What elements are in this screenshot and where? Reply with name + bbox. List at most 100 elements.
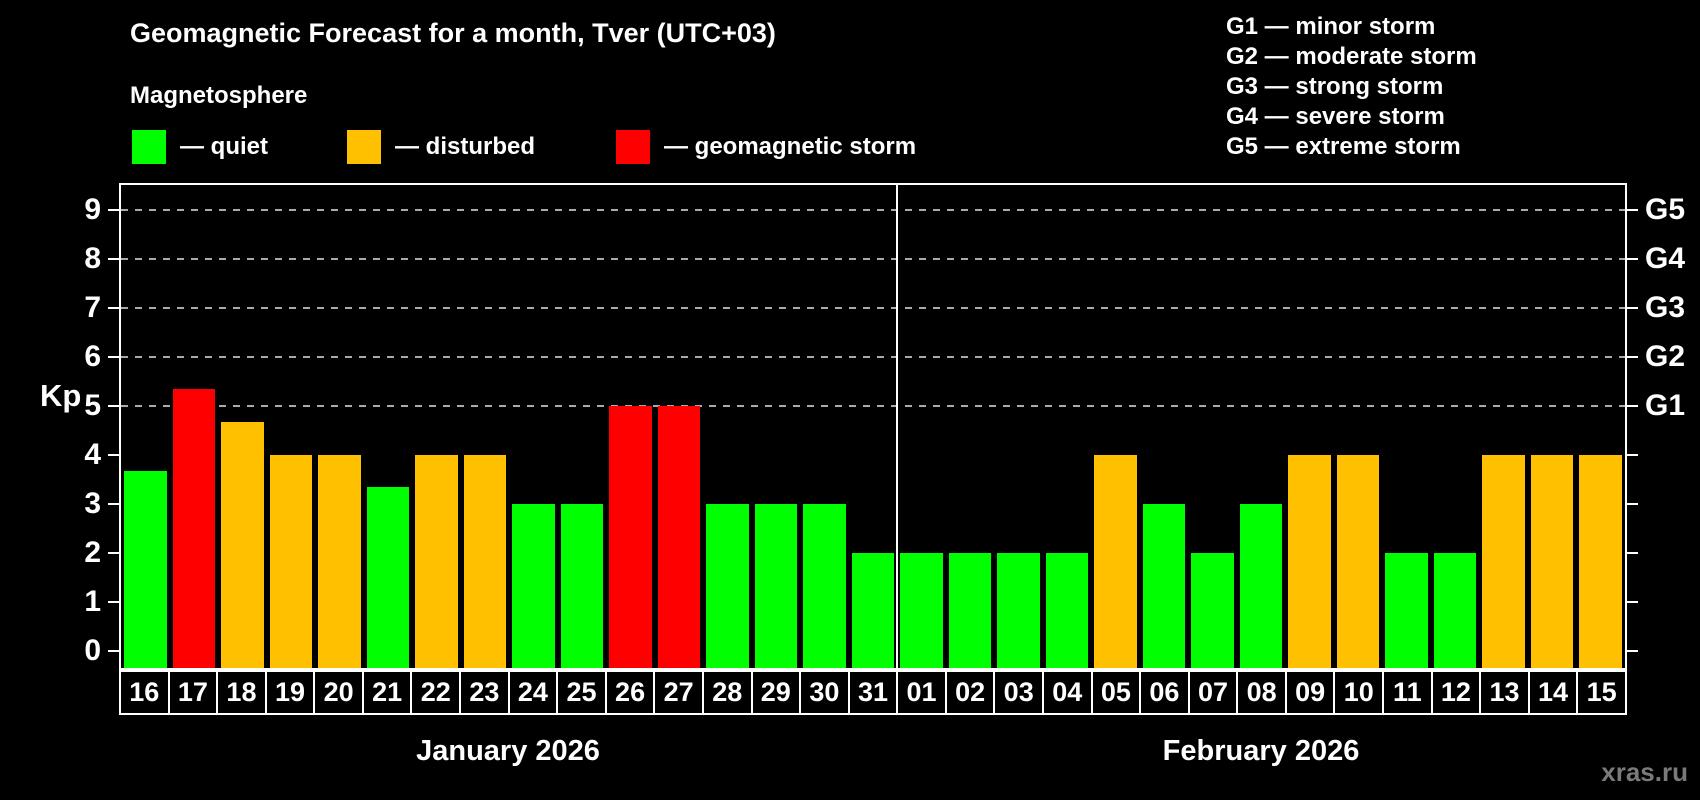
y-tick-label-8: 8	[84, 241, 101, 275]
kp-bar-day-07	[1191, 552, 1234, 668]
kp-bar-day-28	[706, 503, 749, 668]
y-axis-tick	[108, 453, 119, 456]
legend-storm-label: — geomagnetic storm	[664, 133, 917, 160]
kp-bar-day-08	[1239, 503, 1283, 668]
day-cell-10: 10	[1333, 670, 1385, 715]
storm-color-swatch	[616, 130, 650, 164]
kp-bar-day-05	[1094, 454, 1137, 668]
g-scale-legend: G1 — minor storm G2 — moderate storm G3 …	[1226, 12, 1477, 162]
day-cell-21: 21	[361, 670, 413, 715]
y-axis-tick	[108, 502, 119, 505]
quiet-color-swatch	[132, 130, 166, 164]
g-tick-label-G4: G4	[1645, 241, 1686, 275]
day-cell-07: 07	[1187, 670, 1239, 715]
right-axis-tick	[1627, 649, 1638, 652]
day-cell-03: 03	[993, 670, 1044, 715]
day-cell-06: 06	[1139, 670, 1190, 715]
kp-bar-day-14	[1530, 454, 1574, 668]
kp-bar-day-30	[803, 503, 846, 668]
right-axis-tick	[1627, 404, 1638, 407]
kp-bar-day-11	[1385, 552, 1428, 668]
kp-bar-day-19	[269, 454, 313, 668]
y-tick-label-5: 5	[84, 388, 101, 422]
month-label-february: February 2026	[1162, 735, 1360, 767]
kp-bar-day-26	[609, 405, 652, 668]
gridline-kp-8	[121, 257, 1625, 260]
y-axis-tick	[108, 649, 119, 652]
day-cell-17: 17	[167, 670, 219, 715]
kp-bar-day-04	[1045, 552, 1089, 668]
kp-bar-day-22	[415, 454, 458, 668]
kp-bar-day-01	[900, 552, 943, 668]
y-axis-title: Kp	[40, 378, 82, 413]
y-axis-tick	[108, 404, 119, 407]
right-axis-tick	[1627, 208, 1638, 211]
gridline-kp-9	[121, 208, 1625, 211]
y-axis-tick	[108, 306, 119, 309]
y-axis-tick	[108, 600, 119, 603]
day-cell-23: 23	[459, 670, 510, 715]
y-tick-label-4: 4	[84, 437, 101, 471]
day-cell-26: 26	[604, 670, 656, 715]
day-cell-02: 02	[944, 670, 996, 715]
kp-bar-day-13	[1482, 454, 1525, 668]
right-axis-tick	[1627, 306, 1638, 309]
page-title: Geomagnetic Forecast for a month, Tver (…	[130, 18, 776, 48]
day-cell-19: 19	[264, 670, 316, 715]
right-axis-tick	[1627, 600, 1638, 603]
day-cell-16: 16	[119, 670, 170, 715]
y-tick-label-7: 7	[84, 290, 101, 324]
y-tick-label-9: 9	[84, 192, 101, 226]
kp-bar-day-21	[366, 487, 410, 668]
right-axis-tick	[1627, 257, 1638, 260]
kp-bar-day-18	[221, 421, 264, 668]
kp-bar-day-20	[318, 454, 361, 668]
day-cell-01: 01	[896, 670, 947, 715]
gridline-kp-5	[121, 404, 1625, 407]
y-tick-label-0: 0	[84, 633, 101, 667]
kp-bar-day-27	[657, 405, 701, 668]
kp-bar-day-09	[1288, 454, 1331, 668]
right-axis-tick	[1627, 551, 1638, 554]
g-tick-label-G2: G2	[1645, 339, 1686, 373]
day-cell-15: 15	[1576, 670, 1627, 715]
y-tick-label-3: 3	[84, 486, 101, 520]
legend-quiet-label: — quiet	[180, 133, 268, 160]
y-tick-label-2: 2	[84, 535, 101, 569]
kp-bar-day-25	[560, 503, 604, 668]
day-cell-13: 13	[1479, 670, 1530, 715]
kp-bar-day-12	[1433, 552, 1477, 668]
g-legend-line: G5 — extreme storm	[1226, 133, 1461, 160]
g-legend-line: G3 — strong storm	[1226, 73, 1444, 100]
legend-item-storm: — geomagnetic storm	[616, 130, 916, 164]
right-axis-tick	[1627, 502, 1638, 505]
magnetosphere-label: Magnetosphere	[130, 82, 308, 109]
y-axis-tick	[108, 355, 119, 358]
g-tick-label-G1: G1	[1645, 388, 1686, 422]
day-cell-22: 22	[410, 670, 462, 715]
day-cell-14: 14	[1527, 670, 1579, 715]
g-legend-line: G1 — minor storm	[1226, 13, 1436, 40]
month-label-january: January 2026	[416, 735, 600, 767]
right-axis-tick	[1627, 355, 1638, 358]
kp-bar-day-06	[1142, 503, 1186, 668]
g-tick-label-G3: G3	[1645, 290, 1686, 324]
y-axis-tick	[108, 208, 119, 211]
day-cell-20: 20	[313, 670, 364, 715]
legend-item-disturbed: — disturbed	[347, 130, 535, 164]
day-cell-27: 27	[653, 670, 704, 715]
legend-disturbed-label: — disturbed	[395, 133, 536, 160]
kp-bar-day-24	[512, 503, 555, 668]
y-axis-tick	[108, 257, 119, 260]
y-tick-label-1: 1	[84, 584, 101, 618]
kp-bar-day-16	[124, 470, 167, 668]
day-cell-31: 31	[847, 670, 899, 715]
disturbed-color-swatch	[347, 130, 381, 164]
y-axis-tick	[108, 551, 119, 554]
day-axis-row: 16 17 18 19 20 21 22 23 24 25 26 27 28 29 30 31 01 02 03 04…	[119, 670, 1627, 715]
gridline-kp-7	[121, 306, 1625, 309]
day-cell-05: 05	[1090, 670, 1142, 715]
day-cell-09: 09	[1284, 670, 1336, 715]
g-tick-label-G5: G5	[1645, 192, 1686, 226]
right-axis-tick	[1627, 453, 1638, 456]
